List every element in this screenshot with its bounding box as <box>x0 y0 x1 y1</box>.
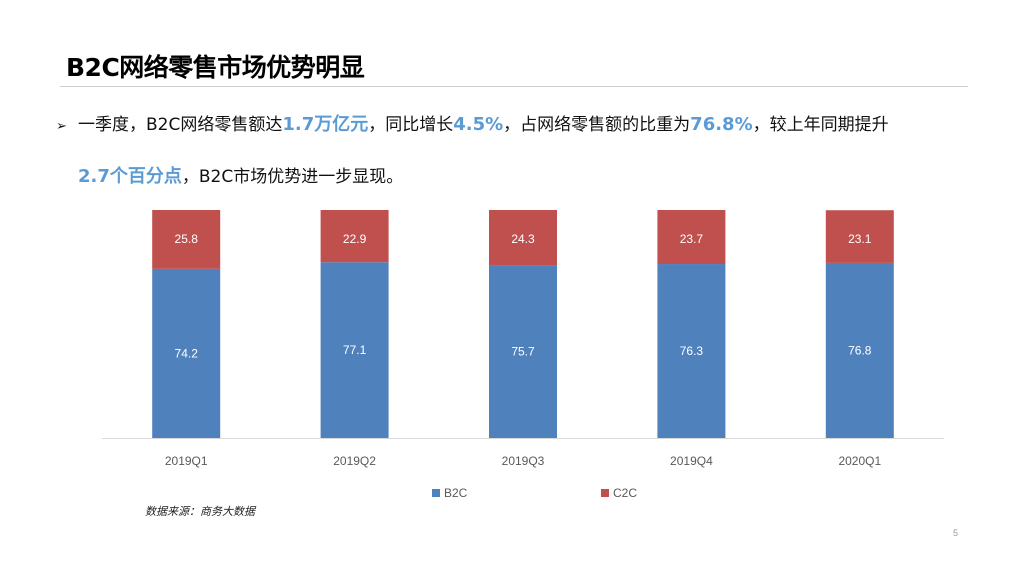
bar-b2c-2019q1 <box>152 268 221 438</box>
legend-swatch-c2c <box>601 489 609 497</box>
x-tick-label-2019q1: 2019Q1 <box>165 454 208 468</box>
x-tick-label-2019q2: 2019Q2 <box>333 454 376 468</box>
x-tick-label-2020q1: 2020Q1 <box>838 454 881 468</box>
bullet-text-2: ，同比增长 <box>368 115 454 135</box>
bar-c2c-2019q2 <box>320 210 389 263</box>
data-label-b2c-2020q1: 76.8 <box>848 343 872 357</box>
data-label-c2c-2019q2: 22.9 <box>343 232 367 246</box>
bullet-text-3: ，占网络零售额的比重为 <box>503 115 691 135</box>
data-label-c2c-2019q3: 24.3 <box>511 232 535 246</box>
bar-b2c-2020q1 <box>825 262 894 438</box>
data-label-c2c-2019q1: 25.8 <box>175 232 199 246</box>
x-tick-label-2019q3: 2019Q3 <box>502 454 545 468</box>
data-label-b2c-2019q4: 76.3 <box>680 344 704 358</box>
bullet-arrow-icon: ➢ <box>56 119 67 134</box>
bullet-text-1: 一季度，B2C网络零售额达 <box>78 115 283 135</box>
bar-c2c-2019q1 <box>152 210 221 269</box>
data-label-b2c-2019q2: 77.1 <box>343 343 367 357</box>
bar-b2c-2019q2 <box>320 262 389 438</box>
bar-b2c-2019q4 <box>657 264 726 438</box>
data-label-b2c-2019q1: 74.2 <box>175 346 199 360</box>
bullet-text-line-2: 2.7个百分点，B2C市场优势进一步显现。 <box>78 162 403 188</box>
data-label-c2c-2020q1: 23.1 <box>848 232 872 246</box>
highlight-growth: 4.5% <box>453 114 504 135</box>
data-label-c2c-2019q4: 23.7 <box>680 232 704 246</box>
highlight-share: 76.8% <box>690 114 753 135</box>
bar-c2c-2019q3 <box>489 210 557 266</box>
highlight-amount: 1.7万亿元 <box>282 114 369 135</box>
bar-c2c-2020q1 <box>825 210 894 263</box>
bullet-text-4: ，较上年同期提升 <box>752 115 889 135</box>
slide-title: B2C网络零售市场优势明显 <box>66 53 365 82</box>
data-source-note: 数据来源：商务大数据 <box>145 505 255 518</box>
bar-c2c-2019q4 <box>657 210 726 265</box>
data-label-b2c-2019q3: 75.7 <box>511 345 535 359</box>
legend-label-c2c: C2C <box>613 486 637 500</box>
stacked-bar-chart: 74.2 25.8 2019Q1 77.1 22.9 2019Q2 75.7 24.3 2019… <box>102 210 944 500</box>
title-divider <box>60 86 968 87</box>
highlight-points: 2.7个百分点 <box>78 166 182 187</box>
bullet-text-5: ，B2C市场优势进一步显现。 <box>181 167 404 187</box>
legend-label-b2c: B2C <box>444 486 468 500</box>
bar-b2c-2019q3 <box>489 265 557 438</box>
legend-swatch-b2c <box>432 489 440 497</box>
bullet-text-line-1: ➢ 一季度，B2C网络零售额达1.7万亿元，同比增长4.5%，占网络零售额的比重为… <box>56 110 889 136</box>
page-number: 5 <box>953 528 959 538</box>
x-tick-label-2019q4: 2019Q4 <box>670 454 713 468</box>
